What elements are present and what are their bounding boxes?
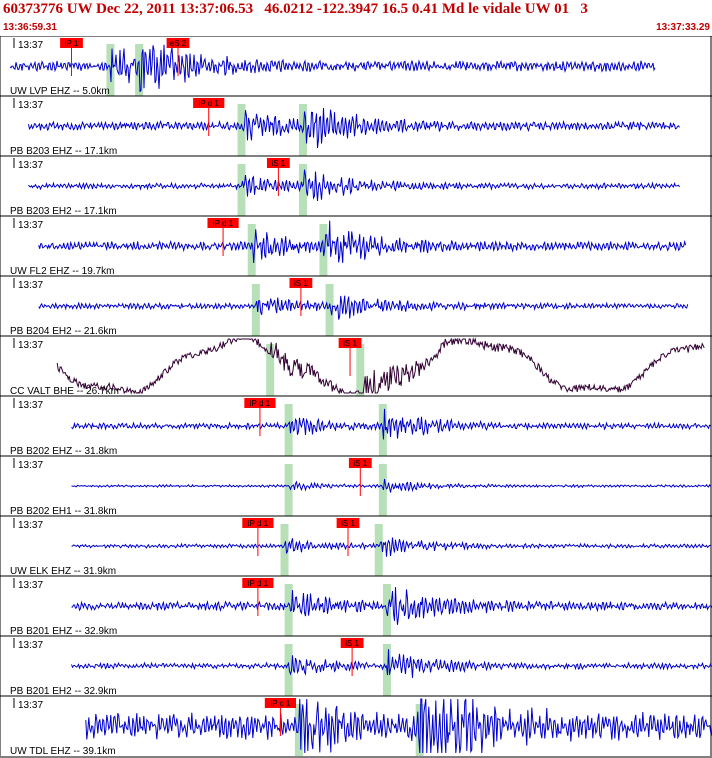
pick-label: iS 1 [341, 519, 355, 528]
minute-label: 13:37 [18, 580, 43, 591]
minute-label: 13:37 [18, 280, 43, 291]
trace-row: 13:37 iS 1 PB B202 EH1 -- 31.8km [0, 455, 712, 517]
waveform [38, 295, 689, 320]
pick-flag [166, 38, 190, 48]
s-window [374, 524, 383, 576]
p-window [251, 284, 260, 336]
station-label: UW FL2 EHZ -- 19.7km [10, 266, 114, 277]
pick-flag [264, 698, 297, 708]
waveform [56, 337, 705, 395]
minute-label: 13:37 [18, 520, 43, 531]
p-window [237, 104, 246, 156]
window-start-time: 13:36:59.31 [3, 22, 57, 33]
pick-label: iP 1 [65, 39, 79, 48]
pick-flag [244, 398, 276, 408]
waveform [71, 649, 712, 678]
pick-flag [289, 278, 313, 288]
station-label: PB B203 EH2 -- 17.1km [10, 206, 117, 217]
station-label: PB B203 EHZ -- 17.1km [10, 146, 117, 157]
minute-label: 13:37 [18, 460, 43, 471]
trace-row: 13:37 iP d 1 PB B202 EHZ -- 31.8km [0, 395, 712, 457]
seismogram-panel: 13:37 iP 1 eS 2 UW LVP EHZ -- 5.0km 13:37 iP … [0, 36, 712, 758]
station-label: UW ELK EHZ -- 31.9km [10, 566, 116, 577]
waveform [28, 169, 680, 202]
trace-row: 13:37 iS 1 PB B204 EH2 -- 21.6km [0, 275, 712, 337]
pick-label: eS 2 [170, 39, 187, 48]
pick-label: iP c 1 [270, 699, 290, 708]
minute-label: 13:37 [18, 640, 43, 651]
station-label: PB B202 EH1 -- 31.8km [10, 506, 117, 517]
pick-flag [242, 578, 274, 588]
waveform [71, 587, 712, 625]
waveform [9, 44, 656, 93]
s-window [298, 164, 307, 216]
minute-label: 13:37 [18, 700, 43, 711]
trace-row: 13:37 iP c 1 UW TDL EHZ -- 39.1km [0, 695, 712, 757]
pick-label: iS 1 [294, 279, 308, 288]
pick-flag [338, 338, 362, 348]
waveform [71, 478, 711, 493]
trace-row: 13:37 iP d 1 iS 1 UW ELK EHZ -- 31.9km [0, 515, 712, 577]
p-window [284, 404, 293, 456]
s-window [415, 704, 424, 756]
waveform [71, 537, 711, 557]
pick-label: iP d 1 [199, 99, 220, 108]
minute-label: 13:37 [18, 160, 43, 171]
pick-label: iP d 1 [248, 579, 269, 588]
p-window [284, 584, 293, 636]
pick-flag [207, 218, 239, 228]
trace-row: 13:37 iP d 1 UW FL2 EHZ -- 19.7km [0, 215, 712, 277]
station-label: CC VALT BHE -- 26.7km [10, 386, 119, 397]
waveform [38, 220, 687, 264]
trace-row: 13:37 iP d 1 PB B203 EHZ -- 17.1km [0, 95, 712, 157]
pick-flag [336, 518, 360, 528]
station-label: PB B202 EHZ -- 31.8km [10, 446, 117, 457]
minute-label: 13:37 [18, 100, 43, 111]
station-label: PB B201 EHZ -- 32.9km [10, 626, 117, 637]
pick-flag [242, 518, 274, 528]
trace-row: 13:37 iS 1 CC VALT BHE -- 26.7km [0, 335, 712, 397]
waveform [28, 107, 680, 149]
station-label: PB B201 EH2 -- 32.9km [10, 686, 117, 697]
pick-flag [348, 458, 372, 468]
pick-flag [193, 98, 225, 108]
p-window [266, 344, 275, 396]
event-header: 60373776 UW Dec 22, 2011 13:37:06.53 46.… [0, 0, 712, 36]
p-window [294, 704, 303, 756]
minute-label: 13:37 [18, 340, 43, 351]
station-label: UW LVP EHZ -- 5.0km [10, 86, 110, 97]
pick-label: iS 1 [353, 459, 367, 468]
pick-flag [60, 38, 83, 48]
s-window [378, 464, 387, 516]
p-window [237, 164, 246, 216]
waveform [71, 408, 711, 440]
trace-row: 13:37 iS 1 PB B201 EH2 -- 32.9km [0, 635, 712, 697]
pick-label: iS 1 [271, 159, 285, 168]
pick-flag [266, 158, 290, 168]
station-label: PB B204 EH2 -- 21.6km [10, 326, 117, 337]
pick-label: iP d 1 [250, 399, 271, 408]
station-label: UW TDL EHZ -- 39.1km [10, 746, 116, 757]
trace-row: 13:37 iS 1 PB B203 EH2 -- 17.1km [0, 155, 712, 217]
pick-label: iP d 1 [248, 519, 269, 528]
trace-row: 13:37 iP d 1 PB B201 EHZ -- 32.9km [0, 575, 712, 637]
pick-label: iS 1 [345, 639, 359, 648]
trace-row: 13:37 iP 1 eS 2 UW LVP EHZ -- 5.0km [0, 36, 712, 97]
minute-label: 13:37 [18, 400, 43, 411]
waveform [85, 698, 712, 754]
minute-label: 13:37 [18, 220, 43, 231]
s-window [382, 584, 391, 636]
pick-label: iP d 1 [213, 219, 234, 228]
p-window [247, 224, 256, 276]
p-window [284, 464, 293, 516]
s-window [325, 284, 334, 336]
window-end-time: 13:37:33.29 [656, 22, 710, 33]
event-title: 60373776 UW Dec 22, 2011 13:37:06.53 46.… [3, 1, 588, 17]
p-window [284, 644, 293, 696]
s-window [356, 344, 365, 396]
pick-flag [340, 638, 364, 648]
minute-label: 13:37 [18, 40, 43, 51]
pick-label: iS 1 [343, 339, 357, 348]
p-window [280, 524, 289, 576]
